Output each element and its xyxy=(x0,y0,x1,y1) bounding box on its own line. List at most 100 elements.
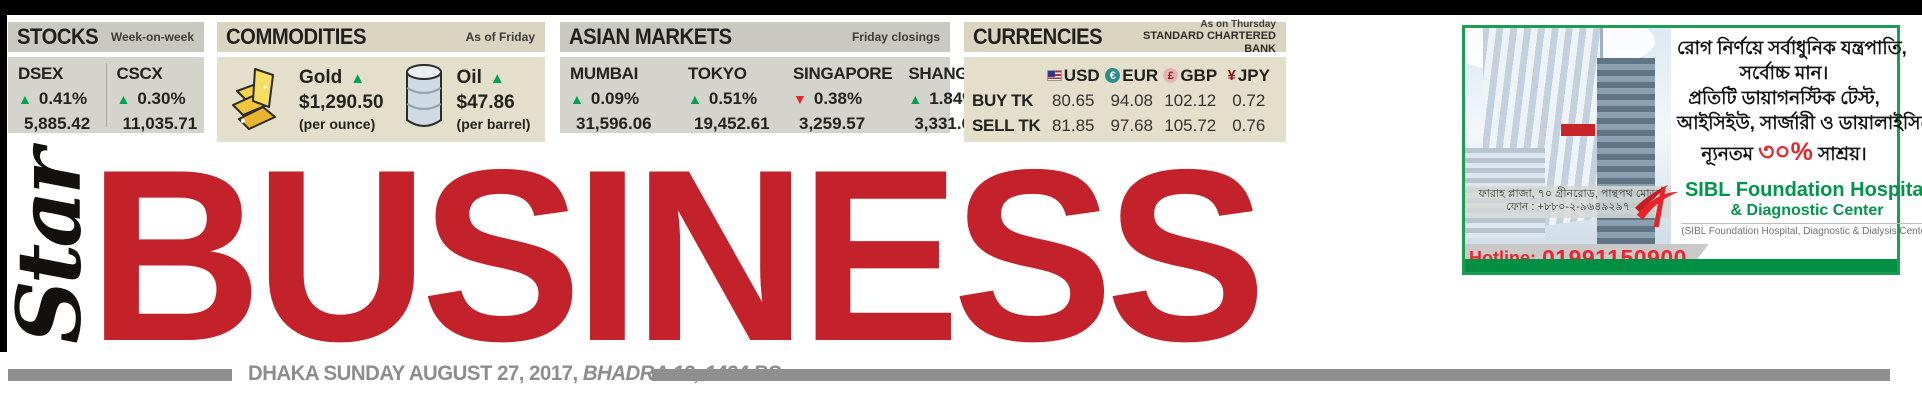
commodities-panel: COMMODITIES As of Friday xyxy=(217,22,545,142)
ad-address-line1: ফারাহ প্লাজা, ৭০ গ্রীনরোড, পান্থপথ মোড় xyxy=(1478,187,1658,200)
sibl-text-block: SIBL Foundation Hospital & Diagnostic Ce… xyxy=(1681,178,1922,237)
dateline-gregorian: DHAKA SUNDAY AUGUST 27, 2017, xyxy=(248,362,583,385)
gold-bars-icon xyxy=(229,61,291,138)
market-value: 19,452.61 xyxy=(694,114,770,133)
commodity-item-oil: Oil ▲ $47.86 (per barrel) xyxy=(387,58,545,141)
trend-up-icon: ▲ xyxy=(908,91,923,107)
change-percent: 0.30% xyxy=(137,89,186,108)
left-black-strip xyxy=(0,0,7,352)
index-value: 11,035.71 xyxy=(122,114,198,133)
market-change: ▼ 0.38% xyxy=(793,89,892,109)
currency-code: USD xyxy=(1063,65,1100,85)
ad-green-bar xyxy=(1465,259,1897,272)
market-value: 31,596.06 xyxy=(576,114,652,133)
market-value: 3,259.57 xyxy=(799,114,866,133)
commodity-name: Gold ▲ xyxy=(299,67,384,89)
usd-flag-icon xyxy=(1046,70,1062,81)
currency-column-eur: € EUR xyxy=(1103,66,1162,86)
ad-discount-pre: ন্যূনতম xyxy=(1701,142,1759,164)
currency-buy-row: BUY TK 80.65 94.08 102.12 0.72 xyxy=(972,88,1278,113)
dateline-bar-left xyxy=(8,369,232,381)
trend-down-icon: ▼ xyxy=(793,91,807,107)
commodities-title: COMMODITIES xyxy=(226,24,366,49)
ad-text-line5: ন্যূনতম ৩০% সাশ্রয়। xyxy=(1677,136,1891,170)
currencies-body: USD € EUR £ GBP ¥ JPY BUY TK 80.65 94.08 10… xyxy=(964,57,1286,142)
ad-text-line2: সর্বোচ্চ মান। xyxy=(1739,61,1829,83)
ad-address: ফারাহ প্লাজা, ৭০ গ্রীনরোড, পান্থপথ মোড় … xyxy=(1465,185,1671,218)
currency-code: GBP xyxy=(1180,65,1218,85)
commodity-price: $1,290.50 xyxy=(299,92,384,113)
commodity-unit: (per ounce) xyxy=(299,116,376,132)
currency-sell-row: SELL TK 81.85 97.68 105.72 0.76 xyxy=(972,113,1278,138)
currency-columns-row: USD € EUR £ GBP ¥ JPY xyxy=(972,63,1278,88)
ad-text-line4: আইসিইউ, সার্জারী ও ডায়ালাইসিসে xyxy=(1677,111,1922,133)
currency-code: JPY xyxy=(1237,65,1270,85)
change-percent: 0.51% xyxy=(708,89,758,108)
trend-up-icon: ▲ xyxy=(489,70,505,87)
dateline-bar-right xyxy=(652,369,1890,381)
trend-up-icon: ▲ xyxy=(688,91,702,107)
commodities-body: Gold ▲ $1,290.50 (per ounce) Oil ▲ xyxy=(217,57,545,142)
commodity-name: Oil ▲ xyxy=(457,67,531,89)
top-black-strip xyxy=(0,0,1922,15)
stock-item-cscx: CSCX ▲ 0.30% 11,035.71 xyxy=(107,57,205,133)
currencies-note-line1: As on Thursday xyxy=(1200,19,1276,31)
index-name: DSEX xyxy=(18,64,64,83)
ad-text-line3: প্রতিটি ডায়াগনস্টিক টেস্ট, xyxy=(1688,86,1880,108)
gbp-coin-icon: £ xyxy=(1163,68,1179,83)
hospital-advertisement: ফারাহ প্লাজা, ৭০ গ্রীনরোড, পান্থপথ মোড় … xyxy=(1462,25,1922,275)
index-change: ▲ 0.30% xyxy=(117,89,199,109)
currencies-header: CURRENCIES As on Thursday STANDARD CHART… xyxy=(964,19,1286,55)
sibl-logo-icon xyxy=(1635,183,1679,234)
currency-row-label: SELL TK xyxy=(972,115,1041,135)
hospital-paren: (SIBL Foundation Hospital, Diagnostic & … xyxy=(1681,222,1922,237)
buy-jpy: 0.72 xyxy=(1232,90,1266,110)
hospital-name: SIBL Foundation Hospital xyxy=(1684,178,1922,201)
change-percent: 0.38% xyxy=(813,89,863,108)
stocks-header: STOCKS Week-on-week xyxy=(8,22,204,52)
eur-coin-icon: € xyxy=(1105,68,1121,83)
buy-gbp: 102.12 xyxy=(1164,90,1217,110)
index-value: 5,885.42 xyxy=(24,114,91,133)
oil-barrel-icon xyxy=(399,62,449,137)
commodity-unit: (per barrel) xyxy=(456,116,531,132)
currency-column-gbp: £ GBP xyxy=(1161,66,1220,86)
buy-usd: 80.65 xyxy=(1051,90,1095,110)
building-sign-art xyxy=(1561,124,1595,136)
commodity-info: Gold ▲ $1,290.50 (per ounce) xyxy=(299,67,384,132)
commodity-item-gold: Gold ▲ $1,290.50 (per ounce) xyxy=(217,57,386,142)
jpy-symbol-icon: ¥ xyxy=(1227,67,1236,84)
hospital-subname: & Diagnostic Center xyxy=(1730,201,1884,219)
commodity-label: Oil xyxy=(456,67,482,88)
trend-up-icon: ▲ xyxy=(350,70,366,87)
change-percent: 0.09% xyxy=(590,89,640,108)
currency-row-label: BUY TK xyxy=(972,90,1034,110)
stocks-note: Week-on-week xyxy=(110,30,194,44)
currency-code: EUR xyxy=(1122,65,1159,85)
stocks-body: DSEX ▲ 0.41% 5,885.42 CSCX ▲ 0.30% 11,035.… xyxy=(8,57,204,133)
column-divider xyxy=(105,63,107,127)
trend-up-icon: ▲ xyxy=(18,91,32,107)
currencies-title: CURRENCIES xyxy=(973,24,1103,49)
asian-markets-panel: ASIAN MARKETS Friday closings MUMBAI ▲ 0.… xyxy=(560,22,997,133)
asian-markets-body: MUMBAI ▲ 0.09% 31,596.06 TOKYO ▲ 0.51% 19,… xyxy=(560,57,997,133)
asian-markets-header: ASIAN MARKETS Friday closings xyxy=(560,22,950,52)
ad-discount-post: সাশ্রয়। xyxy=(1812,142,1867,164)
trend-up-icon: ▲ xyxy=(570,91,584,107)
market-item-singapore: SINGAPORE ▼ 0.38% 3,259.57 xyxy=(783,57,898,133)
star-logo-text: Star xyxy=(0,152,101,344)
market-change: ▲ 0.09% xyxy=(570,89,672,109)
currencies-note: As on Thursday STANDARD CHARTERED BANK xyxy=(1113,19,1276,54)
currency-column-jpy: ¥ JPY xyxy=(1220,66,1279,86)
trend-up-icon: ▲ xyxy=(116,91,131,107)
ad-text-line1: রোগ নির্ণয়ে সর্বাধুনিক যন্ত্রপাতি, xyxy=(1677,37,1907,58)
sell-jpy: 0.76 xyxy=(1232,115,1266,135)
asian-markets-note: Friday closings xyxy=(851,30,940,44)
sibl-logo-row: SIBL Foundation Hospital & Diagnostic Ce… xyxy=(1635,179,1922,237)
index-name: CSCX xyxy=(116,64,163,83)
commodity-price: $47.86 xyxy=(456,92,515,113)
market-item-tokyo: TOKYO ▲ 0.51% 19,452.61 xyxy=(678,57,783,133)
stocks-title: STOCKS xyxy=(17,24,99,49)
currency-column-usd: USD xyxy=(1044,66,1103,86)
currencies-panel: CURRENCIES As on Thursday STANDARD CHART… xyxy=(964,19,1286,142)
